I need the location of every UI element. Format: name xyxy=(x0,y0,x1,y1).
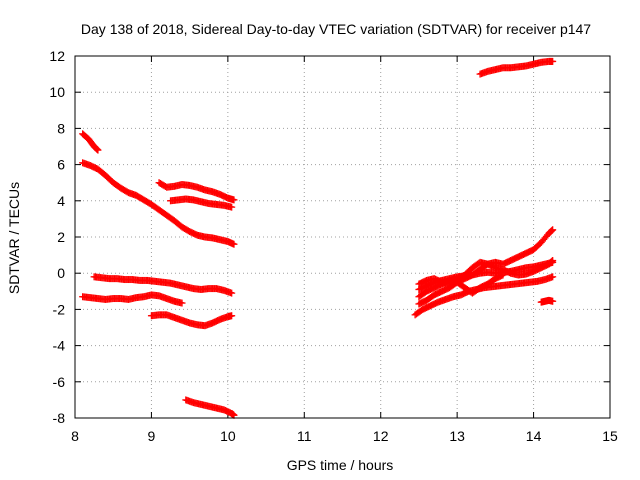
series-track-13 xyxy=(411,273,557,319)
grid xyxy=(75,56,610,418)
series-track-15 xyxy=(537,296,557,306)
series-track-12 xyxy=(415,257,557,301)
y-tick-label: 12 xyxy=(49,48,65,64)
data-point xyxy=(228,289,236,297)
series-track-8 xyxy=(182,396,238,419)
y-tick-label: -2 xyxy=(53,301,66,317)
y-tick-label: 2 xyxy=(57,229,65,245)
data-point xyxy=(94,146,102,154)
x-tick-label: 11 xyxy=(297,428,312,444)
y-tick-label: -6 xyxy=(53,374,66,390)
series-track-6 xyxy=(79,291,186,307)
data-point xyxy=(228,312,236,320)
data-point xyxy=(549,57,557,65)
x-tick-label: 10 xyxy=(220,428,236,444)
y-tick-label: 10 xyxy=(49,84,65,100)
x-tick-label: 9 xyxy=(148,428,156,444)
x-axis-label: GPS time / hours xyxy=(287,457,394,473)
axis-ticks: 8 9 10 11 12 13 14 15 -8 -6 -4 -2 0 2 4 6 8 10 12 xyxy=(49,48,618,444)
chart-title: Day 138 of 2018, Sidereal Day-to-day VTE… xyxy=(81,21,591,37)
series-track-7 xyxy=(147,311,236,330)
y-axis-label: SDTVAR / TECUs xyxy=(6,182,22,294)
y-tick-label: 0 xyxy=(57,265,65,281)
series-track-4 xyxy=(167,195,236,211)
x-tick-label: 12 xyxy=(373,428,389,444)
data-point xyxy=(549,273,557,281)
y-tick-label: -8 xyxy=(53,410,66,426)
series-track-9 xyxy=(476,57,557,78)
data-point xyxy=(230,196,238,204)
plot-frame xyxy=(74,55,611,419)
series-track-1 xyxy=(79,130,102,154)
series-track-2 xyxy=(79,159,238,248)
data-point xyxy=(549,226,557,234)
data-point xyxy=(549,257,557,265)
y-tick-label: 6 xyxy=(57,157,65,173)
series-track-3 xyxy=(155,179,238,204)
data-points xyxy=(79,57,557,419)
y-tick-label: -4 xyxy=(53,338,66,354)
data-point xyxy=(549,297,557,305)
data-point xyxy=(230,240,238,248)
y-tick-label: 4 xyxy=(57,193,65,209)
series-track-14 xyxy=(415,271,507,297)
x-tick-label: 8 xyxy=(71,428,79,444)
x-tick-label: 15 xyxy=(602,428,618,444)
x-tick-label: 13 xyxy=(449,428,465,444)
data-point xyxy=(228,203,236,211)
y-tick-label: 8 xyxy=(57,120,65,136)
data-point xyxy=(178,299,186,307)
x-tick-label: 14 xyxy=(526,428,542,444)
series-track-5 xyxy=(90,273,236,297)
data-point xyxy=(499,271,507,279)
